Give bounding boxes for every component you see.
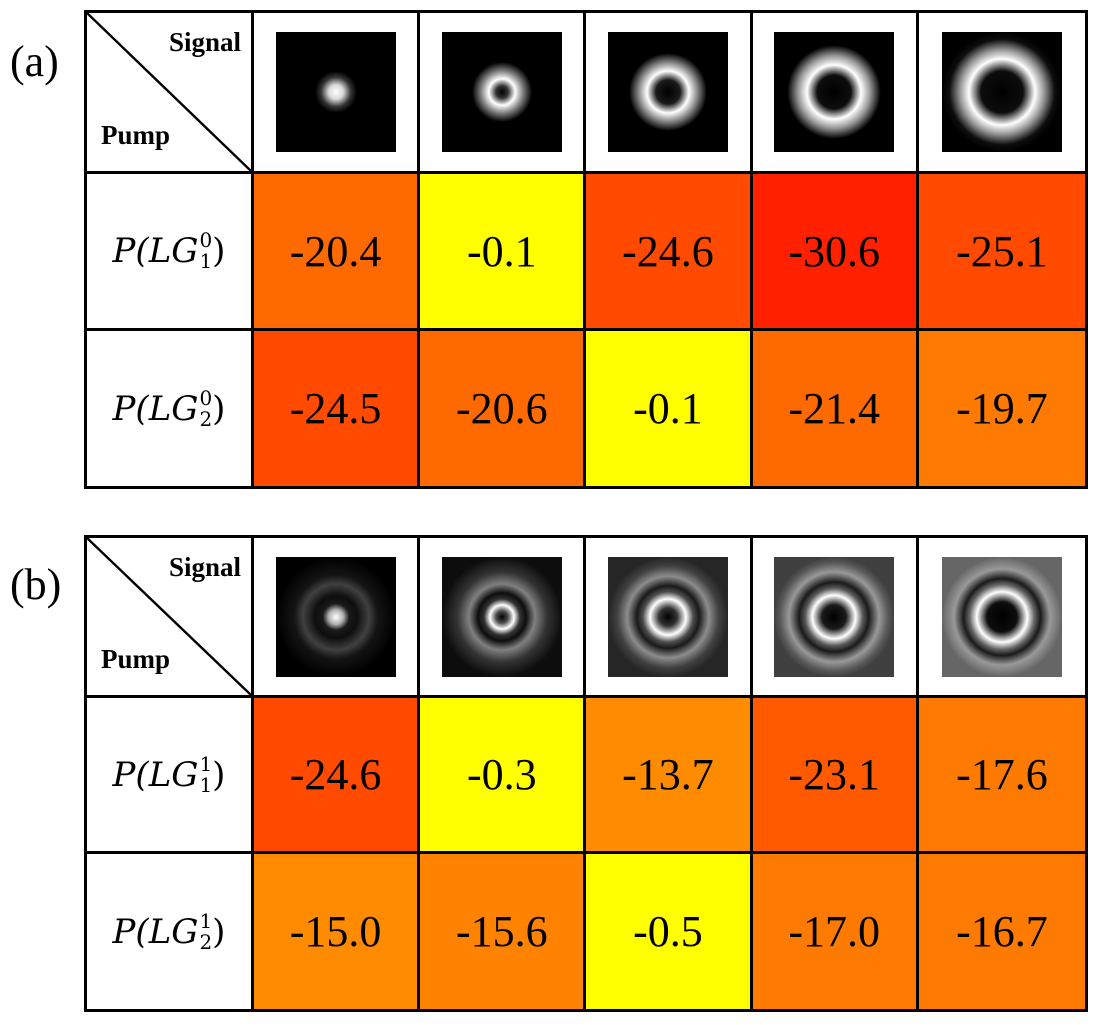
pump-row-label: P(LG 0 2): [87, 331, 254, 486]
value-cell: -13.7: [586, 698, 753, 854]
pump-row-label: P(LG 1 1): [87, 698, 254, 854]
value-cell: -0.1: [420, 174, 587, 331]
signal-beam-image: [254, 538, 421, 698]
value-cell: -19.7: [918, 331, 1085, 486]
pump-label: Pump: [101, 644, 171, 674]
row-label-suffix: ): [212, 754, 226, 795]
row-label-superscript: 1: [199, 908, 213, 933]
beam-profile-image: [941, 556, 1062, 677]
pump-label: Pump: [101, 120, 171, 150]
signal-label: Signal: [168, 552, 241, 582]
row-label-superscript: 0: [199, 228, 213, 252]
signal-beam-image: [254, 13, 421, 174]
signal-beam-image: [752, 13, 919, 174]
value-cell: -21.4: [752, 331, 919, 486]
value-cell: -24.6: [254, 698, 421, 854]
corner-header: Signal Pump: [87, 13, 254, 174]
panel-label-a: (a): [10, 37, 59, 86]
value-cell: -16.7: [918, 854, 1085, 1009]
value-cell: -20.4: [254, 174, 421, 331]
diagonal-divider: [87, 538, 251, 695]
beam-profile-image: [275, 556, 396, 677]
value-cell: -15.0: [254, 854, 421, 1009]
signal-beam-image: [918, 538, 1085, 698]
value-cell: -30.6: [752, 174, 919, 331]
value-cell: -25.1: [918, 174, 1085, 331]
value-cell: -0.3: [420, 698, 587, 854]
value-cell: -24.6: [586, 174, 753, 331]
pump-row-label: P(LG 1 2): [87, 854, 254, 1009]
signal-label: Signal: [168, 27, 241, 57]
row-label-subscript: 2: [199, 929, 213, 954]
panel-label-b: (b): [10, 560, 62, 609]
row-label-superscript: 0: [199, 385, 213, 410]
beam-profile-image: [774, 556, 895, 677]
beam-profile-image: [607, 32, 728, 152]
value-cell: -0.1: [586, 331, 753, 486]
table-b: Signal Pump P(LG 1 1) -24.6 -0.3 -13.7 -23.1 -17.…: [84, 535, 1088, 1012]
beam-profile-image: [441, 556, 562, 677]
signal-beam-image: [586, 13, 753, 174]
row-label-prefix: P(LG: [112, 911, 199, 952]
signal-beam-image: [752, 538, 919, 698]
beam-profile-image: [441, 32, 562, 152]
corner-header: Signal Pump: [87, 538, 254, 698]
value-cell: -24.5: [254, 331, 421, 486]
value-cell: -15.6: [420, 854, 587, 1009]
beam-profile-image: [774, 32, 895, 152]
beam-profile-image: [275, 32, 396, 152]
value-cell: -17.0: [752, 854, 919, 1009]
signal-beam-image: [420, 13, 587, 174]
value-cell: -0.5: [586, 854, 753, 1009]
row-label-subscript: 2: [199, 406, 213, 431]
row-label-prefix: P(LG: [112, 754, 199, 795]
row-label-suffix: ): [212, 388, 226, 429]
beam-profile-image: [941, 32, 1062, 152]
row-label-subscript: 1: [199, 772, 213, 797]
beam-profile-image: [607, 556, 728, 677]
row-label-suffix: ): [212, 231, 226, 271]
row-label-prefix: P(LG: [112, 388, 199, 429]
signal-beam-image: [420, 538, 587, 698]
value-cell: -17.6: [918, 698, 1085, 854]
value-cell: -23.1: [752, 698, 919, 854]
signal-beam-image: [586, 538, 753, 698]
value-cell: -20.6: [420, 331, 587, 486]
row-label-superscript: 1: [199, 751, 213, 776]
table-a: Signal Pump P(LG 0 1) -20.4 -0.1 -24.6 -30.6 -25.…: [84, 10, 1088, 489]
row-label-prefix: P(LG: [112, 231, 199, 271]
signal-beam-image: [918, 13, 1085, 174]
diagonal-divider: [87, 13, 251, 171]
row-label-subscript: 1: [199, 249, 213, 273]
row-label-suffix: ): [212, 911, 226, 952]
pump-row-label: P(LG 0 1): [87, 174, 254, 331]
